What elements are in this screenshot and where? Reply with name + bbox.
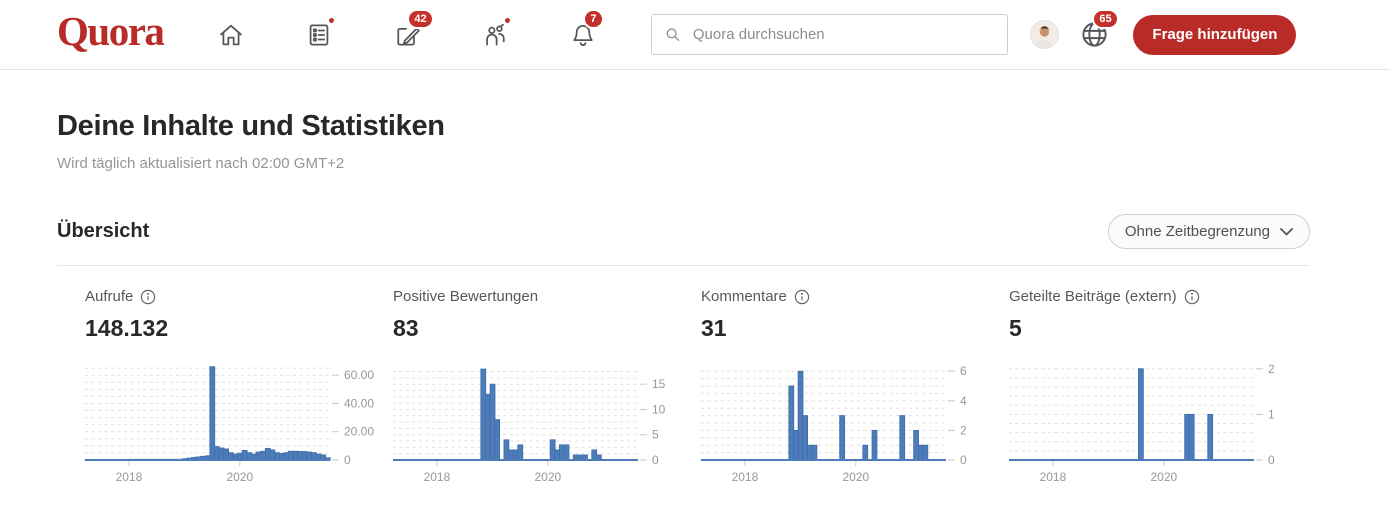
svg-text:2020: 2020 bbox=[535, 470, 562, 484]
bell-icon bbox=[573, 24, 594, 46]
chart-comments: 0 2 4 6 2018 2020 bbox=[701, 362, 981, 487]
svg-text:2020: 2020 bbox=[227, 470, 254, 484]
content-area: Deine Inhalte und Statistiken Wird tägli… bbox=[0, 70, 1390, 487]
spaces-notification-dot bbox=[503, 15, 513, 25]
chart-shares: 0 1 2 2018 2020 bbox=[1009, 362, 1289, 487]
svg-text:2018: 2018 bbox=[116, 470, 143, 484]
nav-home[interactable] bbox=[211, 15, 251, 55]
svg-text:60.00: 60.00 bbox=[344, 368, 374, 382]
notifications-badge: 7 bbox=[583, 8, 604, 29]
stat-card-title-row: Geteilte Beiträge (extern) bbox=[1009, 288, 1289, 305]
time-range-label: Ohne Zeitbegrenzung bbox=[1124, 223, 1270, 240]
stat-label: Aufrufe bbox=[85, 288, 134, 305]
page-title: Deine Inhalte und Statistiken bbox=[57, 110, 445, 142]
svg-text:20.00: 20.00 bbox=[344, 425, 374, 439]
stat-card-upvotes: Positive Bewertungen 83 0 5 10 15 2018 2020 bbox=[365, 288, 673, 487]
edit-icon bbox=[397, 27, 421, 45]
chart-views: 0 20.00 40.00 60.00 2018 2020 bbox=[84, 362, 374, 487]
section-divider bbox=[57, 265, 1310, 266]
stat-value: 83 bbox=[393, 315, 419, 341]
feed-icon bbox=[310, 24, 329, 45]
stat-label: Kommentare bbox=[701, 288, 787, 305]
section-header-row: Übersicht Ohne Zeitbegrenzung bbox=[57, 214, 1310, 249]
svg-text:6: 6 bbox=[960, 364, 967, 378]
groups-icon bbox=[486, 23, 506, 45]
stat-card-comments: Kommentare 31 0 2 4 6 2018 2020 bbox=[673, 288, 981, 487]
svg-text:2: 2 bbox=[960, 423, 967, 437]
comments-bar-chart: 0 2 4 6 2018 2020 bbox=[701, 364, 967, 484]
svg-text:2020: 2020 bbox=[1151, 470, 1178, 484]
search-icon bbox=[667, 28, 680, 41]
stats-cards: Aufrufe 148.132 0 20.00 40.00 60.00 2018 2020… bbox=[57, 288, 1310, 487]
svg-text:0: 0 bbox=[344, 453, 351, 467]
chevron-down-icon bbox=[1280, 227, 1293, 235]
add-question-button[interactable]: Frage hinzufügen bbox=[1133, 14, 1297, 55]
avatar-image bbox=[1031, 21, 1059, 48]
feed-notification-dot bbox=[327, 15, 337, 25]
stat-value: 31 bbox=[701, 315, 727, 341]
chart-upvotes: 0 5 10 15 2018 2020 bbox=[393, 362, 673, 487]
time-range-dropdown[interactable]: Ohne Zeitbegrenzung bbox=[1107, 214, 1310, 249]
upvotes-bar-chart: 0 5 10 15 2018 2020 bbox=[393, 368, 666, 484]
stat-label: Positive Bewertungen bbox=[393, 288, 539, 305]
search-bar bbox=[651, 14, 1009, 55]
svg-text:15: 15 bbox=[652, 377, 666, 391]
stat-value: 5 bbox=[1009, 315, 1022, 341]
stat-card-views: Aufrufe 148.132 0 20.00 40.00 60.00 2018 2020 bbox=[57, 288, 374, 487]
stat-card-shares: Geteilte Beiträge (extern) 5 0 1 2 2018 2020 bbox=[981, 288, 1289, 487]
svg-text:2: 2 bbox=[1268, 362, 1275, 376]
svg-text:2018: 2018 bbox=[732, 470, 759, 484]
svg-text:4: 4 bbox=[960, 394, 967, 408]
language-selector[interactable]: 65 bbox=[1076, 8, 1119, 55]
nav-notifications[interactable]: 7 bbox=[563, 8, 604, 55]
shares-bar-chart: 0 1 2 2018 2020 bbox=[1009, 362, 1275, 484]
language-badge: 65 bbox=[1092, 8, 1119, 29]
svg-text:10: 10 bbox=[652, 402, 666, 416]
svg-text:2018: 2018 bbox=[1040, 470, 1067, 484]
stat-card-title-row: Kommentare bbox=[701, 288, 981, 305]
top-navigation-bar: Quora 42 bbox=[0, 0, 1390, 70]
stat-card-title-row: Aufrufe bbox=[85, 288, 365, 305]
svg-text:2020: 2020 bbox=[843, 470, 870, 484]
main-nav: 42 7 bbox=[211, 8, 604, 55]
nav-answer[interactable]: 42 bbox=[387, 8, 434, 55]
stat-value: 148.132 bbox=[85, 315, 169, 341]
info-icon[interactable] bbox=[1184, 289, 1200, 305]
answer-requests-badge: 42 bbox=[407, 8, 434, 29]
home-icon bbox=[220, 24, 243, 45]
stat-card-title-row: Positive Bewertungen bbox=[393, 288, 673, 305]
search-input[interactable] bbox=[690, 25, 996, 44]
svg-text:1: 1 bbox=[1268, 407, 1275, 421]
profile-avatar[interactable] bbox=[1030, 20, 1060, 49]
svg-text:40.00: 40.00 bbox=[344, 396, 374, 410]
nav-spaces[interactable] bbox=[475, 15, 515, 55]
svg-text:0: 0 bbox=[960, 453, 967, 467]
views-bar-chart: 0 20.00 40.00 60.00 2018 2020 bbox=[84, 366, 374, 484]
svg-text:0: 0 bbox=[1268, 453, 1275, 467]
info-icon[interactable] bbox=[794, 289, 810, 305]
nav-following[interactable] bbox=[299, 15, 339, 55]
svg-text:5: 5 bbox=[652, 428, 659, 442]
svg-text:2018: 2018 bbox=[424, 470, 451, 484]
quora-logo[interactable]: Quora bbox=[57, 8, 165, 54]
svg-text:0: 0 bbox=[652, 453, 659, 467]
stat-label: Geteilte Beiträge (extern) bbox=[1009, 288, 1177, 305]
info-icon[interactable] bbox=[140, 289, 156, 305]
page-subtitle: Wird täglich aktualisiert nach 02:00 GMT… bbox=[57, 155, 345, 172]
header-right-cluster: 65 Frage hinzufügen bbox=[1030, 8, 1297, 55]
section-title: Übersicht bbox=[57, 220, 150, 242]
